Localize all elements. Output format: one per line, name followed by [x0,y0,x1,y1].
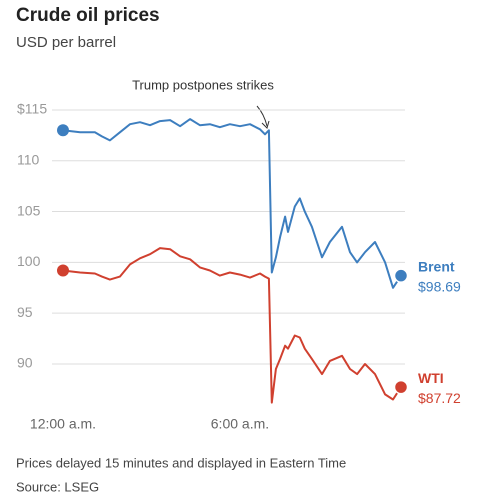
y-tick-label: 110 [17,151,40,167]
chart-subtitle: USD per barrel [16,34,116,51]
chart-title: Crude oil prices [16,5,160,26]
x-tick-label: 6:00 a.m. [211,416,269,432]
legend-label: Brent [418,258,455,274]
source: Source: LSEG [16,479,99,494]
end-value-label: $87.72 [418,390,461,406]
start-dot [57,124,69,137]
note: Prices delayed 15 minutes and displayed … [16,455,346,470]
y-tick-label: 95 [17,304,33,320]
y-tick-label: 105 [17,202,41,218]
end-dot [393,379,409,395]
annotation: Trump postpones strikes [132,77,274,92]
start-dot [57,264,69,277]
annotation-arrowhead [261,120,270,129]
end-dot [393,268,409,283]
line [62,247,402,404]
y-tick-label: 100 [17,253,41,269]
legend-label: WTI [418,370,444,386]
annotation-arrow [256,105,268,127]
x-tick-label: 12:00 a.m. [30,416,96,432]
end-value-label: $98.69 [418,278,461,294]
y-tick-label: 90 [17,355,33,371]
y-tick-label: $115 [17,101,47,117]
line [62,118,402,289]
